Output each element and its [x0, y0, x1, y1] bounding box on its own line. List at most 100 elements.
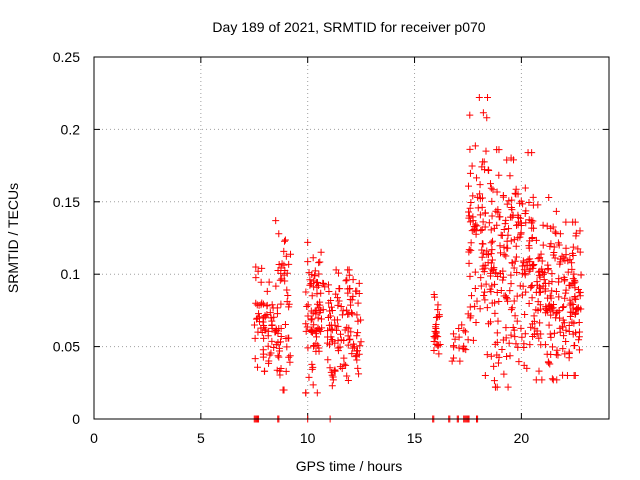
data-point — [271, 328, 279, 336]
data-point — [434, 333, 442, 341]
data-point — [471, 268, 479, 276]
data-point — [555, 307, 563, 315]
data-point — [273, 366, 281, 374]
data-point — [345, 285, 353, 293]
data-point — [258, 264, 266, 272]
data-point — [552, 310, 560, 318]
data-point — [309, 254, 317, 262]
data-point — [272, 282, 280, 290]
data-point — [283, 286, 291, 294]
data-point — [254, 328, 262, 336]
data-point — [354, 347, 362, 355]
data-point — [284, 292, 292, 300]
data-point — [532, 376, 540, 384]
data-point — [568, 265, 576, 273]
data-point — [472, 221, 480, 229]
data-point — [333, 316, 341, 324]
data-point — [510, 297, 518, 305]
data-point — [263, 301, 271, 309]
data-point — [543, 306, 551, 314]
data-point — [314, 314, 322, 322]
data-point — [353, 311, 361, 319]
data-point — [511, 189, 519, 197]
data-point — [328, 382, 336, 390]
data-point — [478, 253, 486, 261]
data-point — [505, 197, 513, 205]
data-point — [483, 351, 491, 359]
data-point — [572, 232, 580, 240]
data-point — [324, 356, 332, 364]
data-point — [516, 233, 524, 241]
data-point — [490, 224, 498, 232]
data-point — [539, 221, 547, 229]
data-point — [473, 297, 481, 305]
data-point — [470, 226, 478, 234]
data-point — [559, 345, 567, 353]
data-point — [512, 253, 520, 261]
data-point — [490, 362, 498, 370]
data-point — [310, 283, 318, 291]
data-point — [326, 364, 334, 372]
data-point — [533, 281, 541, 289]
data-point — [518, 333, 526, 341]
data-point — [286, 352, 294, 360]
data-point — [485, 219, 493, 227]
data-point — [530, 330, 538, 338]
data-point — [285, 260, 293, 268]
data-point — [467, 239, 475, 247]
axis-ticks: 0 5 10 15 20 0 0.05 0.1 0.15 0.2 0.25 — [53, 49, 609, 446]
data-point — [473, 174, 481, 182]
data-point — [523, 364, 531, 372]
data-point — [504, 244, 512, 252]
data-point — [277, 333, 285, 341]
data-point — [518, 262, 526, 270]
data-point — [304, 344, 312, 352]
data-point — [434, 301, 442, 309]
data-point — [460, 345, 468, 353]
data-point — [560, 319, 568, 327]
data-point — [317, 248, 325, 256]
data-point — [520, 340, 528, 348]
data-point — [260, 334, 268, 342]
data-point — [302, 389, 310, 397]
data-point — [257, 278, 265, 286]
data-point — [499, 276, 507, 284]
data-point — [575, 346, 583, 354]
data-point — [495, 171, 503, 179]
data-point — [497, 286, 505, 294]
data-point — [272, 341, 280, 349]
data-point — [571, 372, 579, 380]
data-point — [517, 230, 525, 238]
x-tick-label: 5 — [197, 430, 205, 446]
data-point — [471, 285, 479, 293]
data-point — [272, 217, 280, 225]
data-point — [268, 321, 276, 329]
data-point — [326, 312, 334, 320]
data-point — [312, 278, 320, 286]
data-point — [507, 271, 515, 279]
data-point — [529, 217, 537, 225]
data-point — [481, 288, 489, 296]
data-point — [527, 282, 535, 290]
data-point — [548, 270, 556, 278]
data-point — [522, 207, 530, 215]
data-point — [344, 266, 352, 274]
data-point — [328, 371, 336, 379]
data-point — [477, 226, 485, 234]
data-point — [486, 272, 494, 280]
data-point — [352, 287, 360, 295]
data-point — [535, 288, 543, 296]
data-point — [529, 264, 537, 272]
data-point — [547, 240, 555, 248]
data-point — [491, 309, 499, 317]
data-point — [546, 360, 554, 368]
data-point — [251, 334, 259, 342]
data-point — [497, 231, 505, 239]
data-point — [356, 342, 364, 350]
data-point — [487, 259, 495, 267]
data-point — [524, 149, 532, 157]
data-point — [532, 236, 540, 244]
data-point — [343, 372, 351, 380]
data-point — [561, 294, 569, 302]
